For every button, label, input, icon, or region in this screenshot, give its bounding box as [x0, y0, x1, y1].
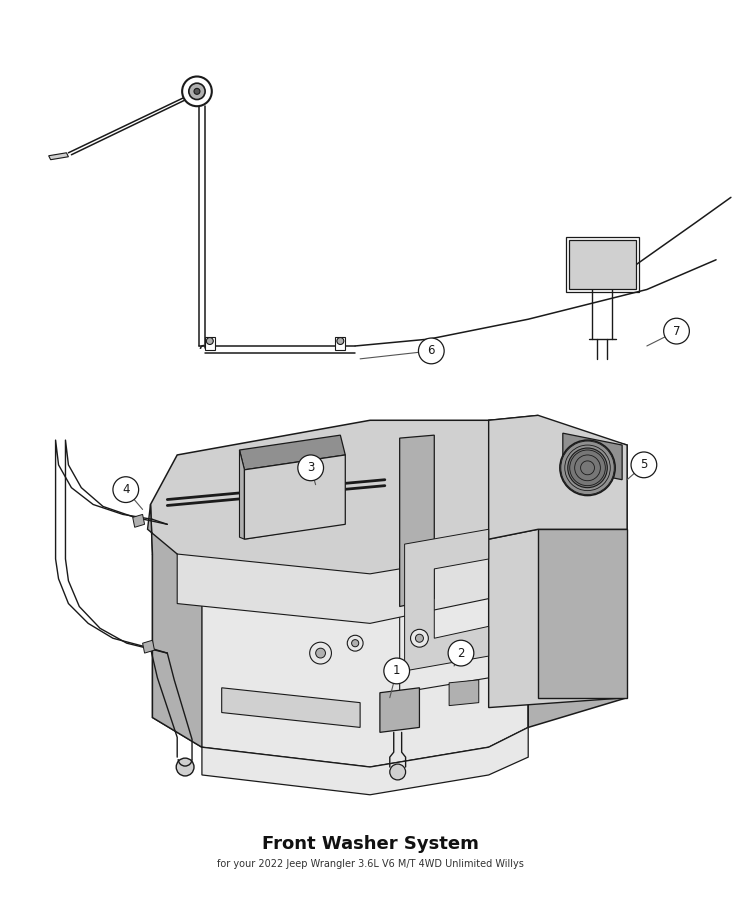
Circle shape — [631, 452, 657, 478]
Polygon shape — [150, 420, 627, 598]
Polygon shape — [563, 433, 622, 480]
Circle shape — [189, 83, 205, 100]
Circle shape — [390, 764, 405, 780]
Polygon shape — [49, 153, 68, 159]
Circle shape — [419, 338, 444, 364]
Polygon shape — [405, 529, 488, 670]
Polygon shape — [488, 415, 627, 539]
Polygon shape — [222, 688, 360, 727]
Circle shape — [448, 640, 473, 666]
Text: 5: 5 — [640, 458, 648, 472]
Polygon shape — [147, 505, 202, 747]
Polygon shape — [399, 544, 488, 693]
Polygon shape — [142, 640, 154, 653]
Circle shape — [113, 477, 139, 502]
Circle shape — [416, 634, 423, 643]
Polygon shape — [488, 529, 627, 707]
Polygon shape — [153, 554, 528, 767]
Text: 2: 2 — [457, 646, 465, 660]
Circle shape — [176, 758, 194, 776]
Polygon shape — [449, 680, 479, 706]
Circle shape — [384, 658, 410, 684]
Text: for your 2022 Jeep Wrangler 3.6L V6 M/T 4WD Unlimited Willys: for your 2022 Jeep Wrangler 3.6L V6 M/T … — [216, 860, 523, 869]
Text: 1: 1 — [393, 664, 400, 678]
Polygon shape — [488, 415, 538, 539]
Polygon shape — [239, 450, 245, 539]
Circle shape — [352, 640, 359, 647]
Polygon shape — [245, 455, 345, 539]
Text: 6: 6 — [428, 345, 435, 357]
Polygon shape — [380, 688, 419, 733]
Polygon shape — [528, 529, 627, 727]
Circle shape — [206, 338, 213, 345]
Circle shape — [411, 629, 428, 647]
Text: 4: 4 — [122, 483, 130, 496]
Polygon shape — [202, 727, 528, 795]
Polygon shape — [569, 240, 636, 290]
Circle shape — [560, 440, 615, 496]
Circle shape — [310, 643, 331, 664]
Circle shape — [568, 448, 608, 488]
Circle shape — [664, 319, 689, 344]
Polygon shape — [239, 435, 345, 470]
Text: Front Washer System: Front Washer System — [262, 835, 479, 853]
Polygon shape — [177, 554, 488, 624]
Polygon shape — [538, 529, 627, 698]
Circle shape — [194, 88, 200, 94]
Polygon shape — [205, 338, 215, 350]
Circle shape — [348, 635, 363, 651]
Polygon shape — [133, 515, 144, 527]
Text: 3: 3 — [307, 462, 314, 474]
Circle shape — [182, 76, 212, 106]
Polygon shape — [399, 435, 434, 607]
Text: 7: 7 — [673, 325, 680, 338]
Polygon shape — [336, 338, 345, 350]
Circle shape — [316, 648, 325, 658]
Circle shape — [337, 338, 344, 345]
Circle shape — [298, 455, 324, 481]
